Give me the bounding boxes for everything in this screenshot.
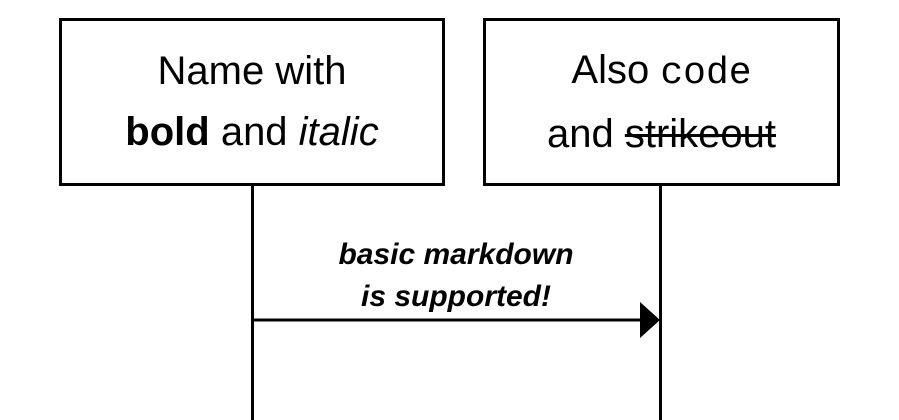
participant-right-line1: Also code: [571, 40, 751, 104]
lifeline-right: [659, 186, 662, 420]
italic-text: italic: [298, 110, 379, 154]
message-label-line2: is supported!: [360, 280, 551, 313]
participant-right-line2: and strikeout: [547, 104, 776, 165]
participant-left-line2: bold and italic: [125, 102, 378, 163]
participant-left-name-text: Name with: [157, 49, 347, 93]
lifeline-left: [251, 186, 254, 420]
strikeout-text: strikeout: [624, 111, 777, 156]
and-text: and: [546, 111, 625, 156]
participant-box-right: Also code and strikeout: [483, 18, 840, 186]
message-label-line1: basic markdown: [338, 238, 574, 271]
message-label: basic markdown is supported!: [253, 234, 659, 318]
participant-left-line1: Name with: [158, 41, 347, 102]
connector-text: and: [209, 110, 299, 154]
also-text: Also: [571, 47, 661, 92]
bold-text: bold: [125, 110, 210, 154]
arrowhead-icon: [640, 302, 660, 338]
code-text: code: [660, 51, 752, 95]
participant-box-left: Name with bold and italic: [59, 18, 445, 186]
